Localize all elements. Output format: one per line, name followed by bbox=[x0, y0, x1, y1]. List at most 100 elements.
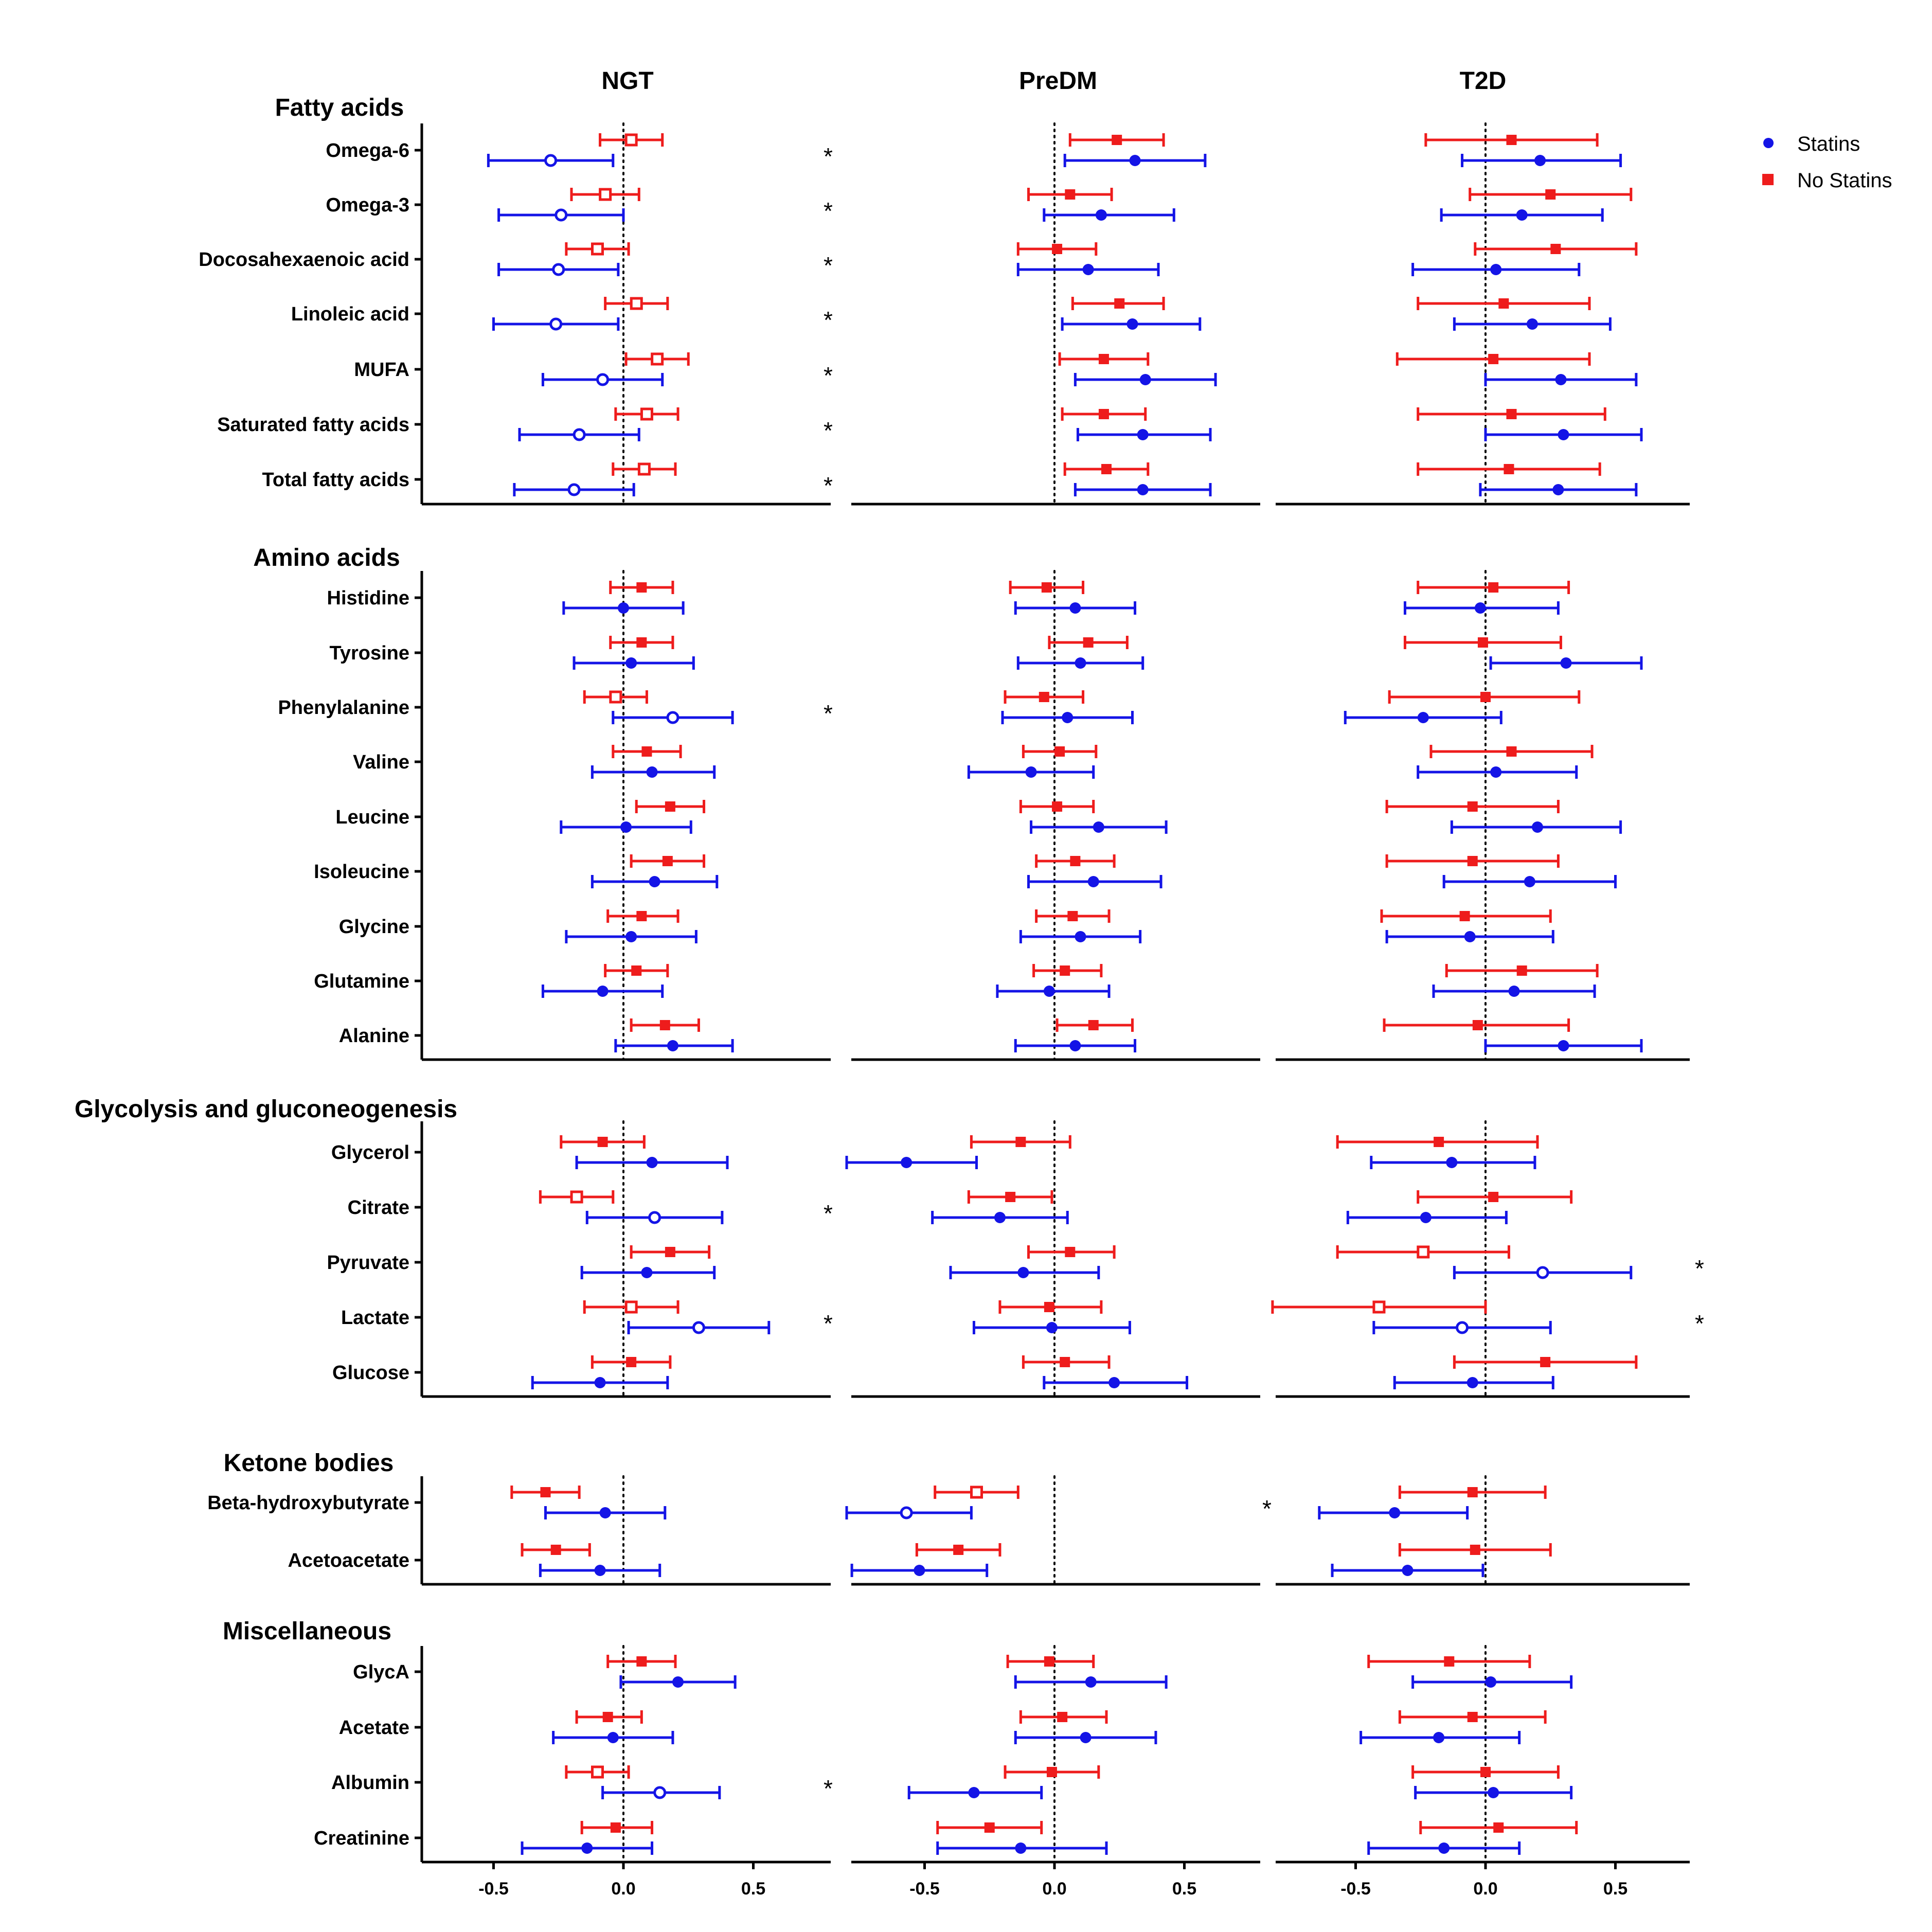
row-label: Creatinine bbox=[314, 1828, 409, 1849]
statins-estimate-marker bbox=[581, 1842, 593, 1854]
significance-asterisk: * bbox=[1262, 1495, 1272, 1522]
statins-estimate-marker bbox=[667, 1040, 678, 1051]
legend-statins-marker bbox=[1763, 138, 1774, 148]
statins-estimate-marker bbox=[1532, 821, 1543, 833]
statins-estimate-marker bbox=[1420, 1212, 1432, 1223]
statins-estimate-marker bbox=[1508, 986, 1520, 997]
no-statins-estimate-marker bbox=[1070, 856, 1081, 866]
statins-estimate-marker bbox=[1129, 155, 1141, 166]
no-statins-estimate-marker bbox=[1060, 965, 1070, 976]
row-label: Histidine bbox=[327, 587, 409, 609]
statins-estimate-marker bbox=[1524, 876, 1535, 887]
statins-estimate-marker bbox=[666, 711, 679, 724]
statins-estimate-marker bbox=[597, 986, 609, 997]
statins-estimate-marker bbox=[1046, 1322, 1058, 1333]
no-statins-estimate-marker bbox=[1506, 135, 1517, 145]
panel-title-predm: PreDM bbox=[1019, 67, 1097, 95]
no-statins-estimate-marker bbox=[1052, 244, 1063, 254]
row-label: Saturated fatty acids bbox=[217, 414, 409, 436]
row-label: Omega-3 bbox=[326, 194, 409, 216]
statins-estimate-marker bbox=[1490, 766, 1502, 778]
no-statins-estimate-marker bbox=[984, 1822, 995, 1833]
significance-asterisk: * bbox=[824, 252, 833, 279]
no-statins-estimate-marker bbox=[1488, 582, 1499, 593]
no-statins-estimate-marker bbox=[1041, 582, 1052, 593]
statins-estimate-marker bbox=[1075, 931, 1086, 942]
statins-estimate-marker bbox=[625, 931, 637, 942]
significance-asterisk: * bbox=[824, 1310, 833, 1337]
statins-estimate-marker bbox=[607, 1732, 619, 1743]
no-statins-estimate-marker bbox=[610, 1822, 621, 1833]
row-label: Alanine bbox=[339, 1025, 409, 1047]
statins-estimate-marker bbox=[1093, 821, 1104, 833]
statins-estimate-marker bbox=[549, 317, 563, 331]
statins-estimate-marker bbox=[994, 1212, 1006, 1223]
no-statins-estimate-marker bbox=[1057, 1712, 1068, 1722]
row-label: GlycA bbox=[353, 1661, 409, 1683]
x-tick-label: 0.0 bbox=[1473, 1879, 1497, 1899]
no-statins-estimate-marker bbox=[1046, 1767, 1057, 1777]
no-statins-estimate-marker bbox=[636, 637, 647, 648]
statins-estimate-marker bbox=[1446, 1157, 1458, 1168]
row-label: Citrate bbox=[348, 1197, 409, 1219]
x-tick-label: -0.5 bbox=[1340, 1879, 1371, 1899]
no-statins-estimate-marker bbox=[1488, 354, 1499, 364]
statins-estimate-marker bbox=[544, 154, 558, 167]
statins-estimate-marker bbox=[1137, 429, 1149, 440]
no-statins-estimate-marker bbox=[665, 801, 675, 812]
statins-estimate-marker bbox=[594, 1377, 606, 1388]
no-statins-estimate-marker bbox=[640, 407, 653, 421]
statins-estimate-marker bbox=[1558, 429, 1569, 440]
no-statins-estimate-marker bbox=[1044, 1302, 1054, 1312]
statins-estimate-marker bbox=[1526, 318, 1538, 330]
statins-estimate-marker bbox=[646, 766, 658, 778]
statins-estimate-marker bbox=[618, 602, 629, 614]
statins-estimate-marker bbox=[1555, 374, 1567, 385]
no-statins-estimate-marker bbox=[1434, 1137, 1444, 1147]
row-label: Phenylalanine bbox=[278, 697, 409, 719]
row-label: Glycine bbox=[339, 916, 409, 938]
no-statins-estimate-marker bbox=[599, 188, 612, 201]
statins-estimate-marker bbox=[1552, 484, 1564, 495]
row-label: Isoleucine bbox=[314, 861, 409, 883]
significance-asterisk: * bbox=[1695, 1255, 1704, 1282]
no-statins-estimate-marker bbox=[1467, 801, 1478, 812]
no-statins-estimate-marker bbox=[659, 1020, 670, 1030]
no-statins-estimate-marker bbox=[1480, 692, 1491, 702]
statins-estimate-marker bbox=[1126, 318, 1138, 330]
no-statins-estimate-marker bbox=[591, 1765, 604, 1779]
statins-estimate-marker bbox=[641, 1267, 653, 1278]
row-label: Albumin bbox=[331, 1772, 409, 1794]
statins-estimate-marker bbox=[1488, 1787, 1499, 1798]
no-statins-estimate-marker bbox=[1477, 637, 1488, 648]
no-statins-estimate-marker bbox=[1114, 298, 1125, 309]
statins-estimate-marker bbox=[1015, 1842, 1027, 1854]
statins-estimate-marker bbox=[649, 876, 660, 887]
significance-asterisk: * bbox=[824, 1200, 833, 1227]
no-statins-estimate-marker bbox=[1550, 244, 1561, 254]
no-statins-estimate-marker bbox=[1039, 692, 1049, 702]
no-statins-estimate-marker bbox=[1098, 354, 1109, 364]
statins-estimate-marker bbox=[646, 1157, 658, 1168]
no-statins-estimate-marker bbox=[953, 1545, 964, 1555]
statins-estimate-marker bbox=[1536, 1266, 1549, 1279]
statins-estimate-marker bbox=[1464, 931, 1476, 942]
statins-estimate-marker bbox=[1560, 657, 1572, 669]
row-label: Acetate bbox=[339, 1717, 409, 1739]
no-statins-estimate-marker bbox=[1459, 911, 1470, 921]
row-label: Docosahexaenoic acid bbox=[199, 249, 409, 271]
no-statins-estimate-marker bbox=[1506, 746, 1517, 757]
row-label: Pyruvate bbox=[327, 1252, 409, 1274]
no-statins-estimate-marker bbox=[636, 911, 647, 921]
no-statins-estimate-marker bbox=[1112, 135, 1122, 145]
row-label: Acetoacetate bbox=[288, 1550, 409, 1571]
no-statins-estimate-marker bbox=[591, 242, 604, 256]
no-statins-estimate-marker bbox=[1545, 189, 1556, 200]
no-statins-estimate-marker bbox=[1067, 911, 1078, 921]
statins-estimate-marker bbox=[1402, 1565, 1414, 1576]
panel-title-ngt: NGT bbox=[601, 67, 653, 95]
x-tick-label: 0.5 bbox=[1172, 1879, 1196, 1899]
statins-estimate-marker bbox=[1417, 712, 1429, 723]
legend-statins-label: Statins bbox=[1797, 133, 1860, 155]
significance-asterisk: * bbox=[824, 143, 833, 170]
